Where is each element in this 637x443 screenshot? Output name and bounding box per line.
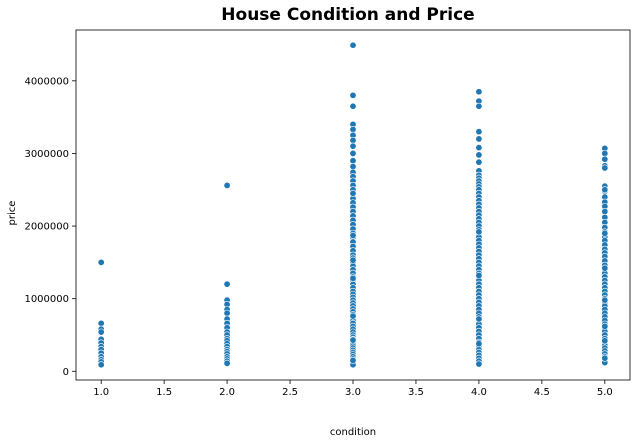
y-tick-label: 4000000	[24, 76, 69, 87]
data-point	[475, 360, 483, 368]
x-tick-label: 5.0	[597, 387, 613, 398]
data-point	[349, 256, 357, 264]
data-point	[601, 155, 609, 163]
data-point	[475, 158, 483, 166]
y-tick-label: 1000000	[24, 294, 69, 305]
y-tick-label: 2000000	[24, 222, 69, 233]
data-point	[349, 136, 357, 144]
data-point	[349, 91, 357, 99]
data-point	[349, 125, 357, 133]
data-point	[475, 88, 483, 96]
data-point	[223, 309, 231, 317]
x-tick-label: 1.0	[93, 387, 109, 398]
x-tick-label: 2.5	[282, 387, 298, 398]
data-point	[97, 319, 105, 327]
x-tick-label: 4.0	[471, 387, 487, 398]
y-tick-label: 0	[63, 367, 69, 378]
data-point	[349, 274, 357, 282]
y-tick-label: 3000000	[24, 149, 69, 160]
data-point	[475, 102, 483, 110]
data-point	[475, 135, 483, 143]
data-point	[601, 186, 609, 194]
data-point	[349, 149, 357, 157]
data-point	[601, 337, 609, 345]
x-tick-label: 4.5	[534, 387, 550, 398]
y-axis-label: price	[7, 201, 18, 226]
data-point	[601, 164, 609, 172]
x-tick-label: 2.0	[219, 387, 235, 398]
data-point	[349, 41, 357, 49]
data-point	[475, 228, 483, 236]
data-point	[223, 181, 231, 189]
data-point	[601, 296, 609, 304]
data-point	[601, 208, 609, 216]
data-point	[475, 151, 483, 159]
data-point	[475, 271, 483, 279]
data-point	[349, 312, 357, 320]
data-point	[475, 315, 483, 323]
y-axis: 0 1000000 2000000 3000000 4000000	[24, 76, 76, 378]
data-point	[475, 340, 483, 348]
x-tick-label: 1.5	[156, 387, 172, 398]
data-point	[601, 229, 609, 237]
chart-title: House Condition and Price	[221, 5, 474, 25]
data-point	[349, 142, 357, 150]
data-points	[97, 41, 609, 369]
data-point	[223, 280, 231, 288]
data-point	[97, 328, 105, 336]
data-point	[349, 336, 357, 344]
data-point	[349, 157, 357, 165]
x-axis: 1.0 1.5 2.0 2.5 3.0 3.5 4.0 4.5 5.0	[93, 380, 613, 398]
x-axis-label: condition	[330, 427, 376, 438]
data-point	[601, 322, 609, 330]
x-tick-label: 3.0	[345, 387, 361, 398]
data-point	[97, 361, 105, 369]
data-point	[97, 258, 105, 266]
x-tick-label: 3.5	[408, 387, 424, 398]
data-point	[475, 144, 483, 152]
data-point	[349, 102, 357, 110]
data-point	[601, 354, 609, 362]
data-point	[601, 149, 609, 157]
data-point	[475, 128, 483, 136]
data-point	[349, 231, 357, 239]
data-point	[223, 359, 231, 367]
data-point	[349, 189, 357, 197]
data-point	[349, 163, 357, 171]
data-point	[601, 264, 609, 272]
data-point	[349, 356, 357, 364]
